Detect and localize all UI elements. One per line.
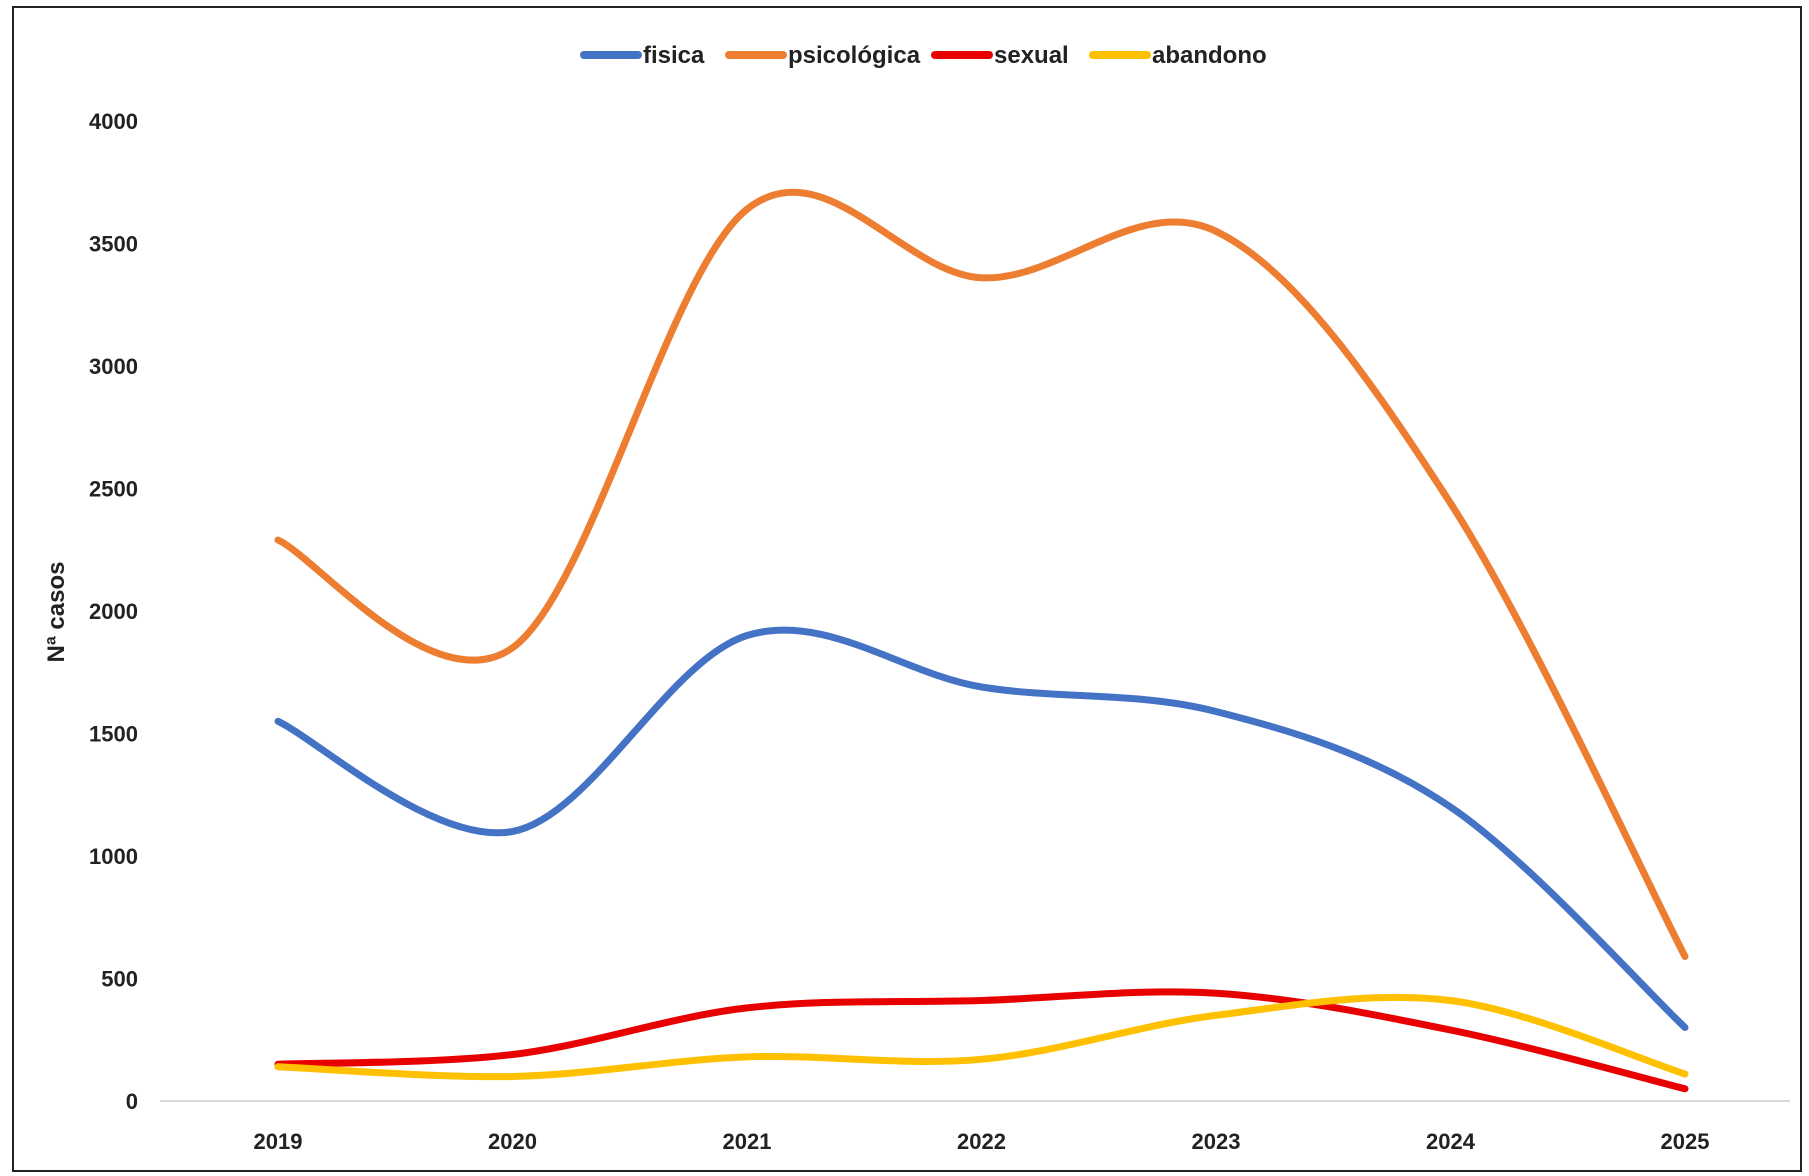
y-tick-label: 4000: [89, 109, 138, 134]
x-tick-label: 2023: [1192, 1129, 1241, 1154]
x-tick-label: 2020: [488, 1129, 537, 1154]
y-axis: 0 500 1000 1500 2000 2500 3000 3500 4000: [89, 109, 138, 1114]
series-line-abandono: [274, 993, 1689, 1081]
legend-label: psicológica: [788, 42, 921, 69]
y-tick-label: 500: [101, 967, 138, 992]
legend-label: fisica: [643, 42, 705, 69]
x-tick-label: 2024: [1426, 1129, 1476, 1154]
y-tick-label: 1500: [89, 722, 138, 747]
y-tick-label: 2500: [89, 477, 138, 502]
series-lines: [274, 188, 1689, 1093]
y-tick-label: 2000: [89, 599, 138, 624]
y-axis-title: Nª casos: [43, 562, 70, 663]
legend-item-psicológica: psicológica: [725, 42, 921, 69]
x-tick-label: 2022: [957, 1129, 1006, 1154]
y-tick-label: 1000: [89, 844, 138, 869]
series-line-sexual: [274, 988, 1689, 1093]
x-tick-label: 2019: [254, 1129, 303, 1154]
y-tick-label: 3500: [89, 232, 138, 257]
legend-item-abandono: abandono: [1089, 42, 1267, 69]
legend: fisica psicológica sexual abandono: [580, 42, 1267, 69]
series-line-fisica: [274, 626, 1689, 1031]
series-line-psicológica: [274, 188, 1689, 960]
legend-label: abandono: [1152, 42, 1267, 69]
y-tick-label: 3000: [89, 354, 138, 379]
legend-label: sexual: [994, 42, 1069, 69]
y-tick-label: 0: [126, 1089, 138, 1114]
x-tick-label: 2021: [723, 1129, 772, 1154]
x-tick-label: 2025: [1661, 1129, 1710, 1154]
x-axis: 2019 2020 2021 2022 2023 2024 2025: [160, 1100, 1790, 1154]
legend-item-sexual: sexual: [931, 42, 1069, 69]
legend-item-fisica: fisica: [580, 42, 705, 69]
